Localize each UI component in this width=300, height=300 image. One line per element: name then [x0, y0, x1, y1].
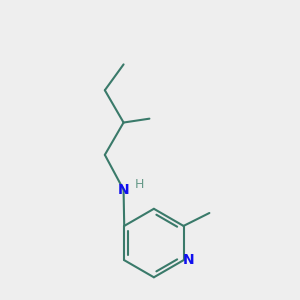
- Text: N: N: [118, 183, 129, 197]
- Text: N: N: [183, 253, 194, 267]
- Text: H: H: [134, 178, 144, 191]
